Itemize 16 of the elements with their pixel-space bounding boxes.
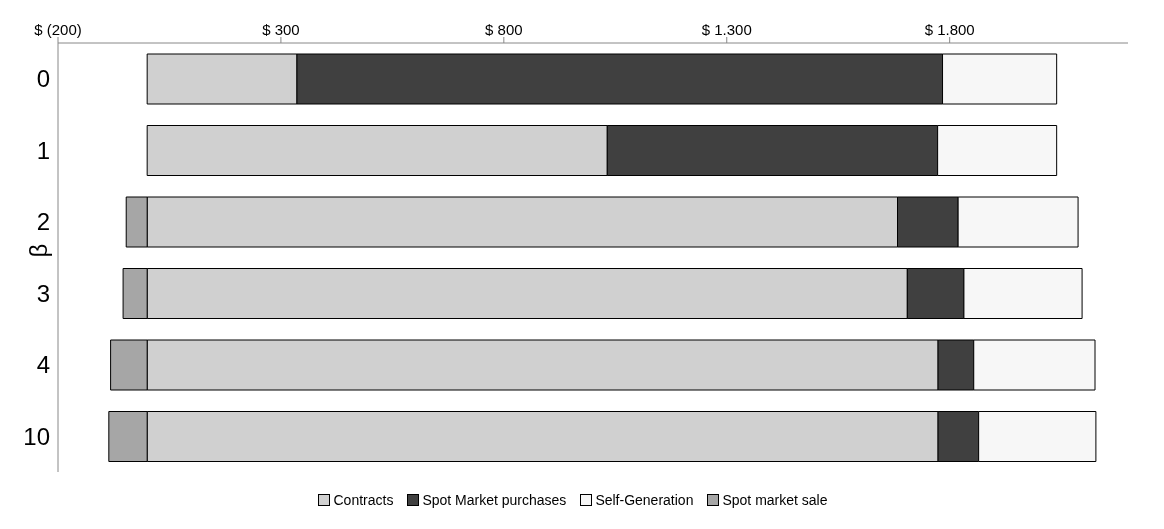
- y-tick-label: 2: [36, 208, 50, 236]
- y-tick-label: 4: [36, 351, 50, 379]
- y-tick-label: 10: [23, 422, 50, 450]
- x-tick-label: $ 300: [262, 21, 300, 38]
- legend-label: Self-Generation: [595, 492, 694, 508]
- y-tick-label: 1: [36, 136, 50, 164]
- y-tick-label: 0: [36, 65, 50, 93]
- legend-label: Spot market sale: [722, 492, 828, 508]
- legend-label: Spot Market purchases: [422, 492, 567, 508]
- x-tick-label: $ 1.300: [701, 21, 752, 38]
- legend-label: Contracts: [333, 492, 394, 508]
- x-tick-label: $ 1.800: [924, 21, 975, 38]
- x-tick-label: $ (200): [34, 21, 82, 38]
- y-tick-label: 3: [36, 279, 50, 307]
- y-axis-title: β: [24, 243, 52, 258]
- x-tick-label: $ 800: [485, 21, 523, 38]
